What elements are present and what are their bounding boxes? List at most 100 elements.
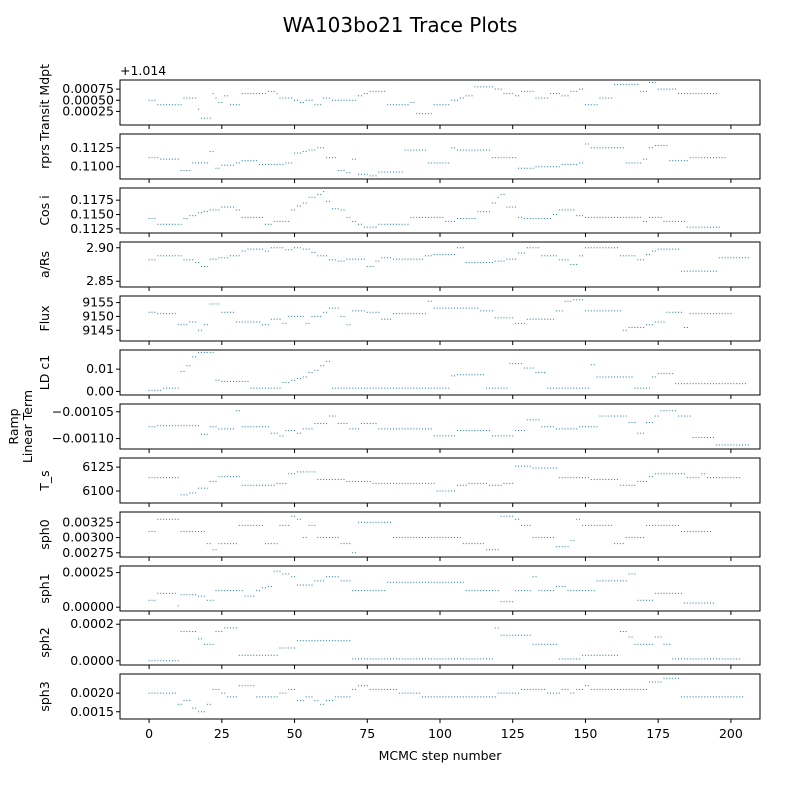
trace-point	[235, 696, 237, 698]
trace-point	[512, 93, 514, 95]
trace-point	[465, 149, 467, 151]
trace-point	[154, 530, 156, 532]
trace-point	[363, 173, 365, 175]
trace-point	[270, 90, 272, 92]
trace-point	[241, 426, 243, 428]
trace-point	[701, 270, 703, 272]
trace-point	[186, 425, 188, 427]
trace-point	[157, 477, 159, 479]
trace-point	[355, 590, 357, 592]
trace-point	[564, 658, 566, 660]
trace-point	[448, 537, 450, 539]
trace-point	[465, 658, 467, 660]
trace-point	[622, 147, 624, 149]
trace-point	[506, 482, 508, 484]
trace-point	[683, 383, 685, 385]
trace-point	[151, 692, 153, 694]
trace-point	[256, 160, 258, 162]
trace-point	[262, 163, 264, 165]
trace-point	[628, 327, 630, 329]
trace-point	[686, 696, 688, 698]
trace-point	[221, 206, 223, 208]
trace-point	[622, 580, 624, 582]
trace-point	[605, 654, 607, 656]
trace-point	[683, 658, 685, 660]
trace-point	[299, 518, 301, 520]
trace-point	[340, 543, 342, 545]
trace-point	[346, 387, 348, 389]
trace-point	[486, 211, 488, 213]
trace-point	[302, 102, 304, 103]
trace-point	[177, 425, 179, 427]
trace-point	[416, 387, 418, 389]
trace-point	[448, 162, 450, 164]
trace-point	[424, 149, 426, 151]
trace-point	[710, 436, 712, 438]
trace-point	[419, 581, 421, 583]
trace-point	[200, 351, 202, 353]
trace-point	[168, 425, 170, 427]
trace-point	[628, 84, 630, 86]
trace-point	[209, 303, 211, 305]
trace-point	[678, 248, 680, 250]
trace-point	[442, 307, 444, 309]
trace-point	[334, 479, 336, 481]
trace-point	[424, 696, 426, 698]
trace-point	[343, 99, 345, 101]
trace-point	[171, 425, 173, 427]
trace-point	[695, 157, 697, 159]
trace-point	[285, 573, 287, 575]
trace-point	[698, 436, 700, 438]
trace-point	[183, 324, 185, 326]
trace-point	[328, 200, 330, 202]
trace-point	[506, 93, 508, 95]
trace-point	[576, 387, 578, 389]
trace-point	[157, 389, 159, 391]
trace-point	[262, 484, 264, 486]
trace-point	[407, 223, 409, 225]
trace-point	[192, 356, 194, 358]
trace-point	[401, 171, 403, 173]
trace-point	[672, 677, 674, 679]
trace-point	[529, 218, 531, 220]
trace-point	[151, 426, 153, 428]
trace-point	[192, 530, 194, 532]
trace-point	[454, 490, 456, 492]
trace-point	[343, 543, 345, 545]
trace-point	[177, 477, 179, 479]
trace-point	[509, 93, 511, 95]
trace-point	[718, 383, 720, 385]
trace-point	[363, 387, 365, 389]
trace-point	[520, 322, 522, 324]
trace-point	[494, 696, 496, 698]
trace-point	[427, 255, 429, 257]
trace-point	[596, 247, 598, 249]
trace-point	[678, 473, 680, 475]
trace-point	[715, 313, 717, 315]
trace-point	[168, 158, 170, 160]
trace-point	[215, 480, 217, 482]
trace-point	[570, 163, 572, 165]
trace-point	[509, 363, 511, 365]
x-tick-label: 25	[214, 726, 230, 741]
trace-point	[491, 696, 493, 698]
trace-point	[282, 382, 284, 384]
trace-point	[494, 627, 496, 629]
trace-point	[299, 378, 301, 380]
trace-point	[544, 467, 546, 469]
trace-point	[538, 218, 540, 220]
trace-point	[512, 317, 514, 319]
trace-point	[279, 570, 281, 572]
trace-point	[206, 599, 208, 601]
trace-point	[419, 482, 421, 484]
trace-point	[680, 383, 682, 385]
trace-point	[744, 257, 746, 259]
trace-point	[672, 248, 674, 250]
trace-point	[526, 465, 528, 467]
trace-point	[355, 310, 357, 312]
trace-point	[264, 654, 266, 656]
trace-point	[567, 688, 569, 690]
trace-point	[340, 209, 342, 211]
